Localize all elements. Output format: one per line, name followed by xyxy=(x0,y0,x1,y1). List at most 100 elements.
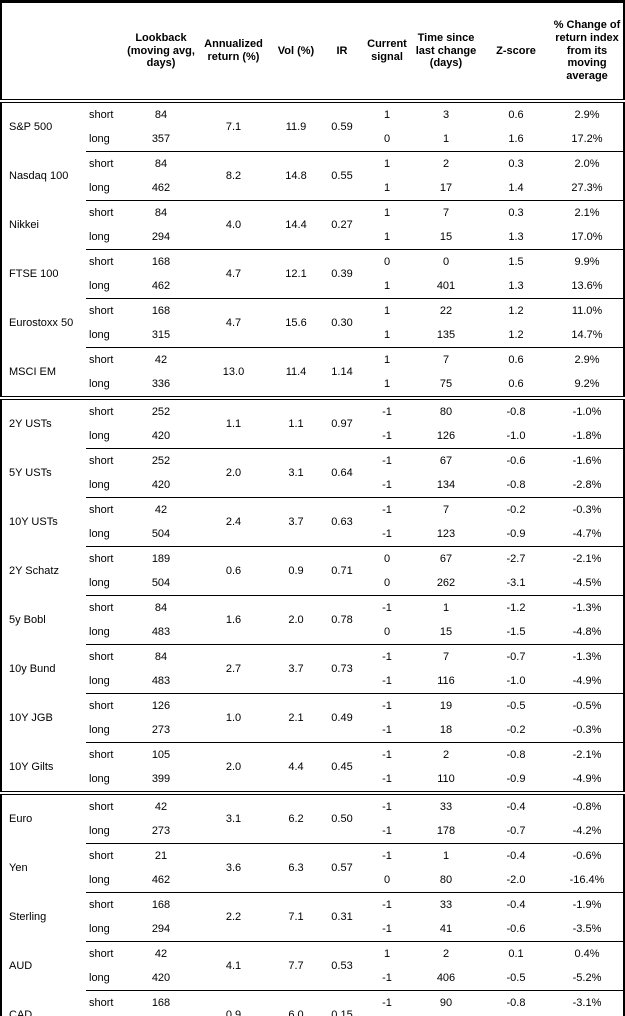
zscore-value: 0.6 xyxy=(508,108,524,121)
pct-change-value: 9.9% xyxy=(551,249,624,274)
side-label: long xyxy=(89,377,110,390)
lookback-value: 294 xyxy=(151,230,171,243)
time-since-change-value: 110 xyxy=(437,772,455,785)
signal-value: -1 xyxy=(363,396,411,424)
pct-change-value: -4.5% xyxy=(572,576,602,589)
instrument-row-long: long 294 -1 41 -0.6 -3.5% xyxy=(1,917,624,942)
instrument-row-long: long 294 1 15 1.3 17.0% xyxy=(1,225,624,250)
pct-change-value: 9.2% xyxy=(574,377,600,390)
lookback-value: 420 xyxy=(151,971,171,984)
header-zscore: Z-score xyxy=(481,1,551,103)
side-label: long xyxy=(89,429,110,442)
header-time-since-change: Time since last change (days) xyxy=(411,1,481,103)
ir-value: 0.27 xyxy=(321,200,363,250)
signal-value: -1 xyxy=(382,478,392,491)
zscore-value: -0.5 xyxy=(481,693,551,718)
ir-value: 1.14 xyxy=(321,347,363,398)
side-label: short xyxy=(86,200,126,225)
instrument-name: Euro xyxy=(1,791,86,844)
lookback-value: 42 xyxy=(126,791,196,819)
side-label: long xyxy=(89,674,110,687)
lookback-value: 273 xyxy=(151,723,171,736)
header-ir: IR xyxy=(321,1,363,103)
signal-value: 0 xyxy=(363,546,411,571)
header-instrument xyxy=(1,1,86,103)
zscore-value: 1.6 xyxy=(508,132,524,145)
signal-value: -1 xyxy=(382,527,392,540)
vol-value: 11.9 xyxy=(285,120,307,133)
time-since-change-value: 75 xyxy=(439,377,453,390)
lookback-value: 252 xyxy=(126,448,196,473)
lookback-value: 462 xyxy=(151,181,171,194)
pct-change-value: -0.6% xyxy=(551,843,624,868)
annualized-return-value: 8.2 xyxy=(196,151,271,201)
time-since-change-value: 1 xyxy=(411,595,481,620)
pct-change-value: -1.3% xyxy=(551,644,624,669)
instrument-row-long: long 420 -1 126 -1.0 -1.8% xyxy=(1,424,624,449)
pct-change-value: -1.8% xyxy=(572,429,602,442)
side-label: short xyxy=(86,497,126,522)
signal-value: -1 xyxy=(382,429,392,442)
signal-value: -1 xyxy=(363,693,411,718)
side-label: short xyxy=(86,347,126,372)
instrument-row-long: long 399 -1 110 -0.9 -4.9% xyxy=(1,767,624,793)
instrument-row-long: long 315 1 135 1.2 14.7% xyxy=(1,323,624,348)
instrument-name: FTSE 100 xyxy=(9,267,59,280)
instrument-row-short: FTSE 100 short 168 4.7 12.1 0.39 0 0 1.5 9.9% xyxy=(1,249,624,299)
zscore-value: 0.6 xyxy=(481,347,551,372)
lookback-value: 84 xyxy=(126,151,196,176)
annualized-return-value: 2.0 xyxy=(196,448,271,498)
pct-change-value: 17.0% xyxy=(571,230,603,243)
time-since-change-value: 67 xyxy=(411,448,481,473)
pct-change-value: 13.6% xyxy=(571,279,603,292)
pct-change-value: 14.7% xyxy=(571,328,603,341)
time-since-change-value: 15 xyxy=(439,230,453,243)
pct-change-value: -3.5% xyxy=(572,922,602,935)
side-label: short xyxy=(86,151,126,176)
header-row: Lookback (moving avg, days) Annualized r… xyxy=(1,1,624,103)
lookback-value: 168 xyxy=(126,990,196,1015)
ir-value: 0.45 xyxy=(321,742,363,793)
pct-change-value: -4.9% xyxy=(572,674,602,687)
signal-value: 0 xyxy=(383,132,391,145)
zscore-value: 1.2 xyxy=(508,328,524,341)
time-since-change-value: 134 xyxy=(436,478,456,491)
instrument-row-short: 10Y JGB short 126 1.0 2.1 0.49 -1 19 -0.5 -0.5% xyxy=(1,693,624,743)
signal-value: -1 xyxy=(382,824,392,837)
signal-value: -1 xyxy=(363,497,411,522)
instrument-name: 10Y JGB xyxy=(9,711,53,724)
lookback-value: 84 xyxy=(126,644,196,669)
lookback-value: 42 xyxy=(126,347,196,372)
signal-value: 0 xyxy=(383,625,391,638)
table-header: Lookback (moving avg, days) Annualized r… xyxy=(1,1,624,103)
instrument-name: Eurostoxx 50 xyxy=(9,316,74,329)
instrument-name: 10Y USTs xyxy=(9,515,58,528)
zscore-value: -2.0 xyxy=(506,873,526,886)
header-annualized-return: Annualized return (%) xyxy=(196,1,271,103)
signal-value: 1 xyxy=(363,941,411,966)
ir-value: 0.39 xyxy=(321,249,363,299)
vol-value: 0.9 xyxy=(271,546,321,596)
time-since-change-value: 90 xyxy=(411,990,481,1015)
signal-value: -1 xyxy=(382,922,392,935)
instrument-row-long: long 504 0 262 -3.1 -4.5% xyxy=(1,571,624,596)
pct-change-value: 27.3% xyxy=(571,181,603,194)
lookback-value: 315 xyxy=(151,328,171,341)
pct-change-value: -0.3% xyxy=(572,723,602,736)
side-label: long xyxy=(89,873,110,886)
instrument-row-short: AUD short 42 4.1 7.7 0.53 1 2 0.1 0.4% xyxy=(1,941,624,991)
instrument-name: Yen xyxy=(9,861,28,874)
zscore-value: -1.2 xyxy=(481,595,551,620)
signal-value: -1 xyxy=(363,892,411,917)
vol-value: 4.4 xyxy=(271,742,321,793)
pct-change-value: -1.3% xyxy=(551,595,624,620)
pct-change-value: -2.1% xyxy=(551,546,624,571)
signal-value: -1 xyxy=(382,971,392,984)
signal-value: 1 xyxy=(383,279,391,292)
pct-change-value: -1.0% xyxy=(551,396,624,424)
pct-change-value: 2.9% xyxy=(551,347,624,372)
zscore-value: -0.8 xyxy=(481,990,551,1015)
pct-change-value: 0.4% xyxy=(551,941,624,966)
side-label: long xyxy=(89,971,110,984)
table-body: S&P 500 short 84 7.1 11.9 0.59 1 3 0.6 2.9% long 35… xyxy=(1,101,624,1016)
